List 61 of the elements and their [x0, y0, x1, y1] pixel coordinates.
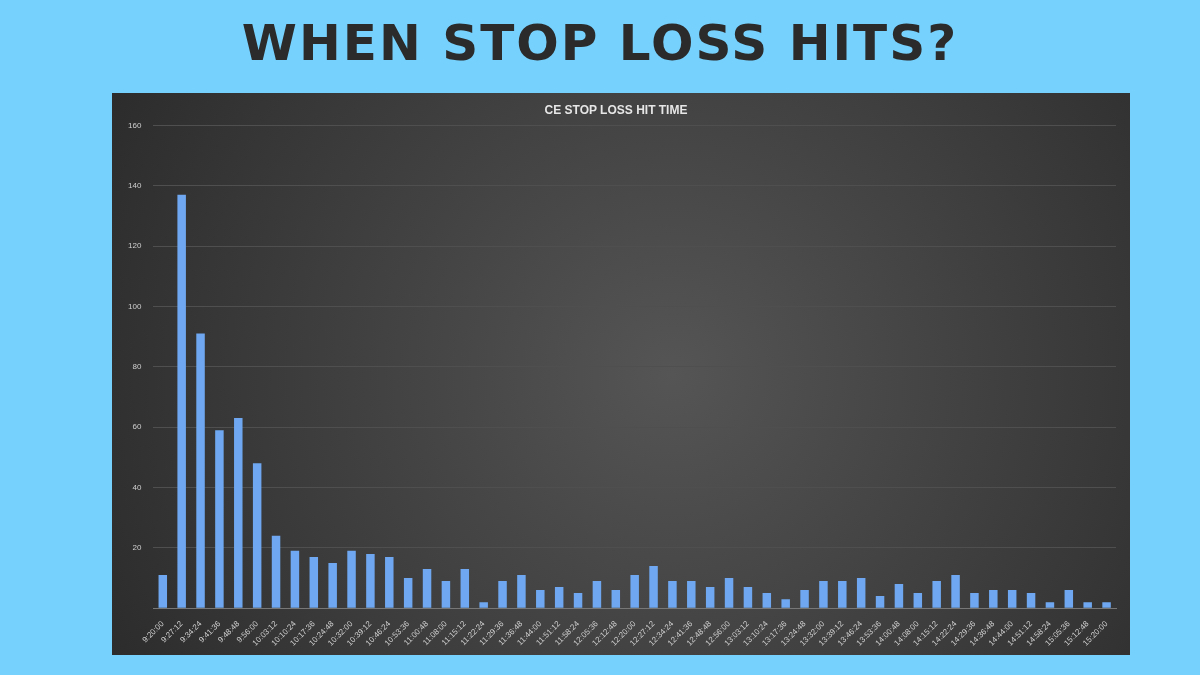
bar: [196, 333, 205, 608]
bar: [1064, 590, 1074, 608]
y-tick-label: 140: [127, 180, 142, 190]
bar: [328, 562, 337, 608]
bar: [366, 553, 375, 608]
bar: [875, 596, 885, 608]
bar: [309, 556, 319, 608]
bar: [422, 568, 432, 608]
bar: [498, 581, 507, 608]
bar: [800, 590, 809, 608]
bar: [894, 584, 904, 608]
bar: [838, 581, 847, 608]
bar: [781, 599, 790, 608]
bar: [536, 590, 545, 608]
bar: [856, 578, 866, 608]
bar: [158, 575, 168, 608]
bar: [611, 590, 621, 608]
bar: [234, 418, 243, 608]
bar: [177, 194, 186, 608]
bar: [385, 556, 394, 608]
bar: [970, 593, 979, 608]
bar: [347, 550, 356, 608]
bar: [705, 587, 715, 608]
bar: [517, 575, 526, 608]
bar: [271, 535, 281, 608]
bar: [913, 593, 923, 608]
bar: [403, 578, 413, 608]
y-tick-label: 60: [132, 422, 142, 432]
bar: [554, 587, 564, 608]
y-tick-label: 120: [127, 241, 142, 251]
bar: [687, 581, 696, 608]
bar: [290, 550, 300, 608]
chart-title: WHEN STOP LOSS HITS?: [240, 14, 960, 72]
y-tick-label: 20: [132, 543, 142, 553]
bar: [932, 581, 941, 608]
bar: [592, 581, 602, 608]
bar: [441, 581, 451, 608]
y-tick-label: 160: [127, 120, 142, 130]
bar: [630, 575, 639, 608]
bar: [989, 590, 998, 608]
bar: [1007, 590, 1017, 608]
bar: [1083, 602, 1092, 608]
y-tick-label: 100: [127, 301, 142, 311]
bar: [215, 430, 224, 608]
chart-subtitle: CE STOP LOSS HIT TIME: [544, 102, 688, 117]
bar: [743, 587, 753, 608]
bar: [573, 593, 583, 608]
y-tick-label: 40: [132, 482, 142, 492]
bar: [819, 581, 828, 608]
bar: [724, 578, 734, 608]
bar: [479, 602, 488, 608]
bar: [1102, 602, 1111, 608]
bar: [252, 463, 262, 608]
bar: [649, 565, 658, 608]
bar: [460, 568, 470, 608]
y-tick-label: 80: [132, 362, 142, 371]
bar: [762, 593, 772, 608]
bar: [668, 581, 677, 608]
bar: [1026, 593, 1036, 608]
bar: [951, 575, 960, 608]
bar: [1045, 602, 1055, 608]
